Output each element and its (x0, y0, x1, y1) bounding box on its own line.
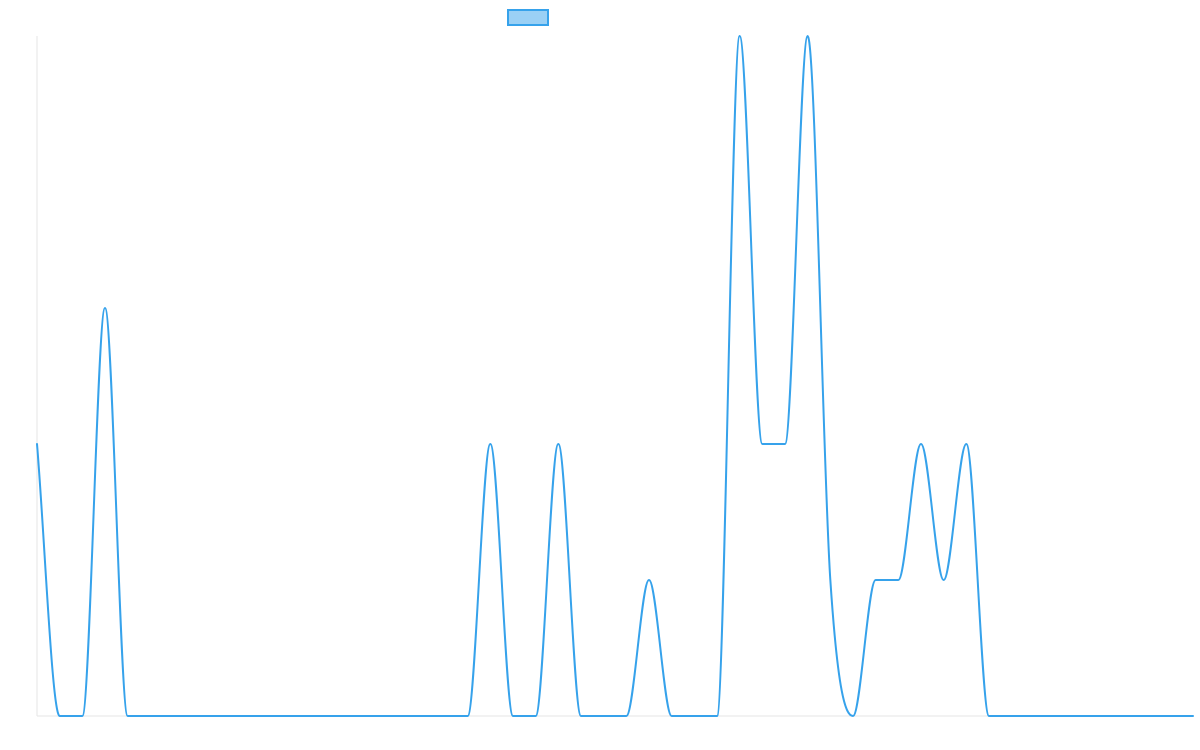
data-point[interactable] (1031, 713, 1037, 719)
series-layer (36, 35, 1194, 717)
data-point[interactable] (827, 577, 833, 583)
data-point[interactable] (850, 713, 856, 719)
data-point[interactable] (1077, 713, 1083, 719)
data-point[interactable] (34, 441, 40, 447)
data-point[interactable] (510, 713, 516, 719)
data-point[interactable] (669, 713, 675, 719)
data-point[interactable] (351, 713, 357, 719)
data-point[interactable] (963, 441, 969, 447)
chart-legend[interactable] (507, 9, 549, 26)
data-point[interactable] (759, 441, 765, 447)
data-point[interactable] (555, 441, 561, 447)
data-point[interactable] (306, 713, 312, 719)
data-point[interactable] (646, 577, 652, 583)
data-point[interactable] (1054, 713, 1060, 719)
data-point[interactable] (1122, 713, 1128, 719)
data-point[interactable] (737, 33, 743, 39)
data-point[interactable] (57, 713, 63, 719)
data-point[interactable] (397, 713, 403, 719)
data-point[interactable] (895, 577, 901, 583)
data-point[interactable] (442, 713, 448, 719)
data-point[interactable] (465, 713, 471, 719)
data-point[interactable] (170, 713, 176, 719)
data-point[interactable] (601, 713, 607, 719)
data-point[interactable] (1145, 713, 1151, 719)
data-point[interactable] (125, 713, 131, 719)
data-point[interactable] (918, 441, 924, 447)
chart-axes (36, 36, 1193, 717)
data-points (34, 33, 1196, 719)
data-point[interactable] (623, 713, 629, 719)
data-point[interactable] (1099, 713, 1105, 719)
data-point[interactable] (487, 441, 493, 447)
data-point[interactable] (283, 713, 289, 719)
data-point[interactable] (238, 713, 244, 719)
data-point[interactable] (782, 441, 788, 447)
legend-swatch[interactable] (507, 9, 549, 26)
data-point[interactable] (941, 577, 947, 583)
data-point[interactable] (147, 713, 153, 719)
data-point[interactable] (873, 577, 879, 583)
data-point[interactable] (986, 713, 992, 719)
data-point[interactable] (329, 713, 335, 719)
data-point[interactable] (215, 713, 221, 719)
data-point[interactable] (193, 713, 199, 719)
data-point[interactable] (533, 713, 539, 719)
data-point[interactable] (805, 33, 811, 39)
data-point[interactable] (261, 713, 267, 719)
data-point[interactable] (102, 305, 108, 311)
series-line[interactable] (36, 35, 1194, 717)
data-point[interactable] (578, 713, 584, 719)
data-point[interactable] (1190, 713, 1196, 719)
data-point[interactable] (1009, 713, 1015, 719)
data-point[interactable] (374, 713, 380, 719)
data-point[interactable] (714, 713, 720, 719)
data-point[interactable] (79, 713, 85, 719)
data-point[interactable] (1167, 713, 1173, 719)
data-point[interactable] (691, 713, 697, 719)
data-point[interactable] (419, 713, 425, 719)
